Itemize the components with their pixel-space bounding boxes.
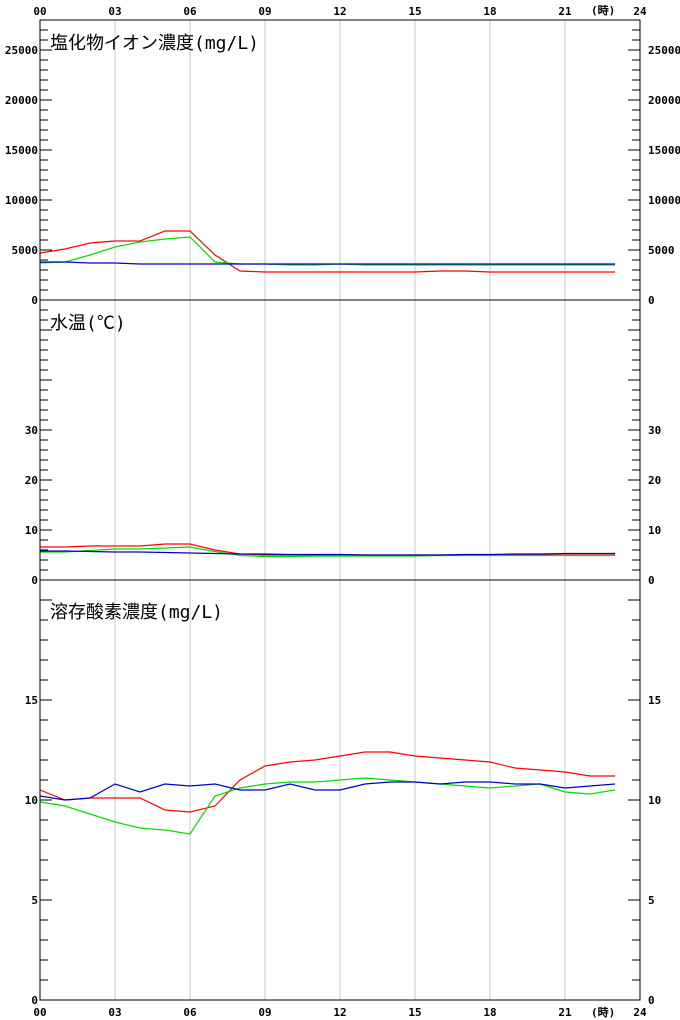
dissolved-oxygen-ytick-label-right: 15: [648, 694, 661, 707]
chloride-series-line-1: [39, 230, 615, 273]
dissolved-oxygen-series-line-1: [39, 751, 615, 813]
time-label-bottom: 21: [558, 1006, 572, 1019]
water-temp-ytick-label-left: 0: [31, 574, 38, 587]
label-layer: 塩化物イオン濃度(mg/L) 水温(℃) 溶存酸素濃度(mg/L) (時) (時…: [50, 3, 615, 1019]
chloride-panel-title: 塩化物イオン濃度(mg/L): [50, 33, 259, 54]
time-label-bottom: 12: [333, 1006, 346, 1019]
water-temp-ytick-label-right: 10: [648, 524, 661, 537]
time-label-top: 15: [408, 5, 421, 18]
time-label-top: 09: [258, 5, 271, 18]
chloride-ytick-label-right: 25000: [648, 44, 680, 57]
chloride-ytick-label-left: 5000: [12, 244, 39, 257]
water-temp-series-line-2: [40, 546, 615, 558]
dissolved-oxygen-ytick-label-right: 5: [648, 894, 655, 907]
chloride-ytick-label-right: 5000: [648, 244, 675, 257]
time-unit-label-bottom: (時): [591, 1005, 615, 1019]
chloride-ytick-label-right: 0: [648, 294, 655, 307]
time-label-top: 03: [108, 5, 121, 18]
chloride-ytick-label-left: 10000: [5, 194, 38, 207]
water-temp-series-line-3: [40, 550, 615, 556]
vertical-grid: [114, 20, 566, 1000]
dissolved-oxygen-ytick-label-left: 10: [25, 794, 38, 807]
dissolved-oxygen-panel-title: 溶存酸素濃度(mg/L): [50, 602, 223, 623]
water-temp-ytick-label-right: 20: [648, 474, 661, 487]
dissolved-oxygen-ytick-label-left: 5: [31, 894, 38, 907]
time-label-bottom: 06: [183, 1006, 197, 1019]
water-temp-ytick-label-left: 30: [25, 424, 38, 437]
water-temp-ytick-label-right: 30: [648, 424, 661, 437]
chloride-ytick-label-right: 10000: [648, 194, 680, 207]
chloride-ytick-label-left: 15000: [5, 144, 38, 157]
time-label-bottom: 24: [633, 1006, 647, 1019]
time-label-top: 24: [633, 5, 647, 18]
chloride-ytick-label-left: 0: [31, 294, 38, 307]
dissolved-oxygen-ytick-label-left: 15: [25, 694, 38, 707]
time-label-top: 12: [333, 5, 346, 18]
time-label-top: 06: [183, 5, 197, 18]
water-temp-ytick-label-right: 0: [648, 574, 655, 587]
chloride-ytick-label-left: 20000: [5, 94, 38, 107]
series-layer: [39, 230, 616, 835]
dissolved-oxygen-ytick-label-right: 0: [648, 994, 655, 1007]
dissolved-oxygen-ytick-label-left: 0: [31, 994, 38, 1007]
time-label-top: 21: [558, 5, 572, 18]
chloride-series-line-3: [40, 261, 615, 265]
chloride-ytick-label-left: 25000: [5, 44, 38, 57]
dissolved-oxygen-series-line-3: [39, 781, 616, 801]
time-label-bottom: 00: [33, 1006, 46, 1019]
time-label-bottom: 18: [483, 1006, 496, 1019]
dissolved-oxygen-panel-frame: [39, 579, 641, 1001]
time-label-top: 00: [33, 5, 46, 18]
time-label-bottom: 03: [108, 1006, 121, 1019]
time-label-bottom: 09: [258, 1006, 271, 1019]
time-unit-label-top: (時): [591, 3, 615, 17]
water-temp-ytick-label-left: 20: [25, 474, 38, 487]
time-label-bottom: 15: [408, 1006, 421, 1019]
chloride-ytick-label-right: 15000: [648, 144, 680, 157]
dissolved-oxygen-series-line-2: [39, 777, 616, 835]
dissolved-oxygen-ytick-label-right: 10: [648, 794, 661, 807]
water-temp-panel-title: 水温(℃): [50, 313, 126, 334]
chloride-ytick-label-right: 20000: [648, 94, 680, 107]
time-label-top: 18: [483, 5, 496, 18]
water-temp-ytick-label-left: 10: [25, 524, 38, 537]
